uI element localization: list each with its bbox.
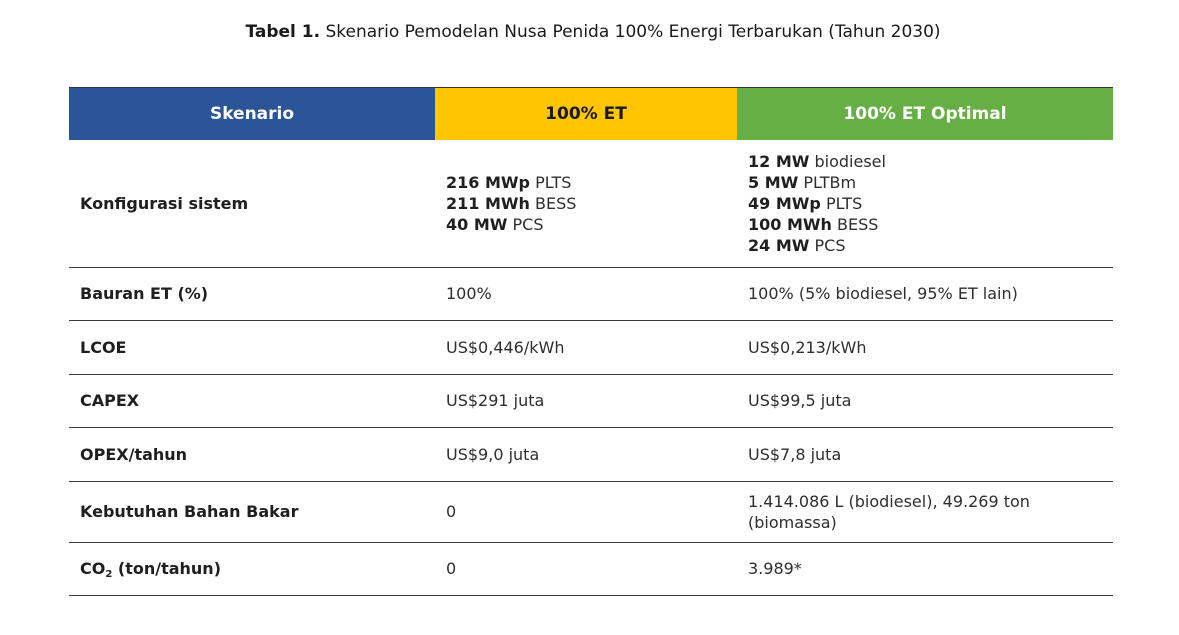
cell-optimal: US$7,8 juta (737, 427, 1113, 482)
config-value: 100 MWh (748, 214, 832, 234)
config-value: 24 MW (748, 235, 810, 255)
config-unit: PCS (809, 235, 846, 255)
row-label: CO2 (ton/tahun) (69, 542, 435, 596)
co2-label: CO (80, 559, 106, 578)
config-unit: PLTS (820, 193, 863, 213)
row-label: Kebutuhan Bahan Bakar (69, 481, 435, 543)
row-label: Bauran ET (%) (69, 267, 435, 321)
caption-prefix: Tabel 1. (245, 22, 321, 42)
cell-optimal: 3.989* (737, 542, 1113, 596)
config-value: 12 MW (748, 151, 810, 171)
config-value: 49 MWp (748, 193, 821, 213)
config-unit: biodiesel (809, 151, 886, 171)
cell-optimal: US$0,213/kWh (737, 320, 1113, 375)
cell-et: 0 (435, 481, 737, 543)
row-label: Konfigurasi sistem (69, 140, 435, 268)
cell-config-et: 216 MWp PLTS 211 MWh BESS 40 MW PCS (435, 140, 737, 268)
cell-et: US$0,446/kWh (435, 320, 737, 375)
row-label: CAPEX (69, 374, 435, 428)
row-label: OPEX/tahun (69, 427, 435, 482)
config-unit: BESS (529, 193, 577, 213)
table-row: Kebutuhan Bahan Bakar 0 1.414.086 L (bio… (69, 481, 1113, 543)
table-row: LCOE US$0,446/kWh US$0,213/kWh (69, 320, 1113, 375)
cell-optimal: 1.414.086 L (biodiesel), 49.269 ton (bio… (737, 481, 1113, 543)
cell-optimal: US$99,5 juta (737, 374, 1113, 428)
config-unit: BESS (831, 214, 879, 234)
fuel-line-1: 1.414.086 L (biodiesel), 49.269 ton (748, 491, 1030, 511)
co2-unit-label: (ton/tahun) (112, 559, 221, 578)
table-row-config: Konfigurasi sistem 216 MWp PLTS 211 MWh … (69, 140, 1113, 268)
caption-text: Skenario Pemodelan Nusa Penida 100% Ener… (320, 22, 941, 42)
config-unit: PLTS (530, 172, 572, 192)
scenario-table: Skenario 100% ET 100% ET Optimal Konfigu… (69, 87, 1113, 596)
cell-optimal: 100% (5% biodiesel, 95% ET lain) (737, 267, 1113, 321)
table-row: Bauran ET (%) 100% 100% (5% biodiesel, 9… (69, 267, 1113, 321)
config-value: 211 MWh (446, 193, 530, 213)
header-100-et-optimal: 100% ET Optimal (737, 87, 1113, 140)
header-100-et: 100% ET (435, 87, 737, 140)
cell-et: US$291 juta (435, 374, 737, 428)
config-value: 5 MW (748, 172, 799, 192)
cell-et: 0 (435, 542, 737, 596)
table-row: CAPEX US$291 juta US$99,5 juta (69, 374, 1113, 428)
cell-et: 100% (435, 267, 737, 321)
table-header-row: Skenario 100% ET 100% ET Optimal (69, 87, 1113, 140)
table-caption: Tabel 1. Skenario Pemodelan Nusa Penida … (0, 22, 1179, 42)
fuel-line-2: (biomassa) (748, 512, 837, 532)
config-value: 40 MW (446, 214, 508, 234)
cell-config-optimal: 12 MW biodiesel 5 MW PLTBm 49 MWp PLTS 1… (737, 140, 1113, 268)
cell-et: US$9,0 juta (435, 427, 737, 482)
co2-subscript: 2 (105, 569, 113, 580)
header-skenario: Skenario (69, 87, 435, 140)
config-unit: PCS (507, 214, 544, 234)
table-row: OPEX/tahun US$9,0 juta US$7,8 juta (69, 427, 1113, 482)
config-value: 216 MWp (446, 172, 530, 192)
config-unit: PLTBm (798, 172, 857, 192)
row-label: LCOE (69, 320, 435, 375)
table-row-co2: CO2 (ton/tahun) 0 3.989* (69, 542, 1113, 596)
